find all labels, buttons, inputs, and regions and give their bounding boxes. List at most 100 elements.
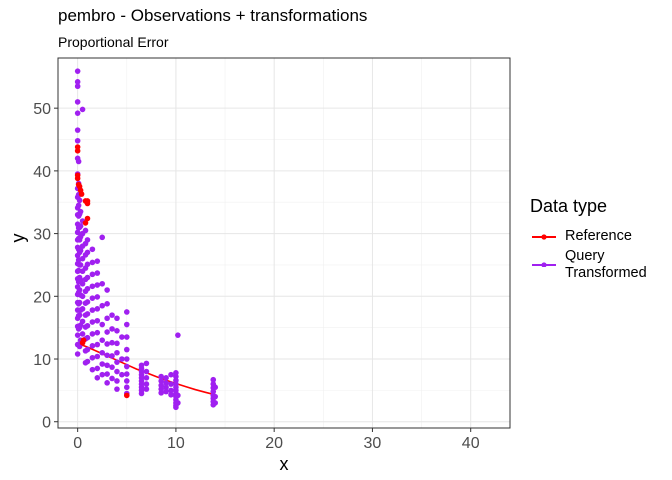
query-transformed-point (94, 294, 101, 300)
query-transformed-point (84, 237, 91, 243)
reference-point (80, 337, 87, 344)
query-transformed-point (74, 68, 81, 74)
query-transformed-point (89, 366, 96, 373)
query-transformed-point (123, 321, 130, 328)
query-transformed-point (75, 158, 82, 165)
query-transformed-point (123, 378, 130, 384)
query-transformed-point (109, 375, 115, 382)
query-transformed-point (84, 274, 91, 281)
query-transformed-point (82, 227, 89, 234)
query-transformed-point (76, 312, 83, 318)
data-points (74, 68, 219, 411)
query-transformed-point (104, 371, 110, 377)
reference-point (84, 215, 91, 222)
x-tick-label: 20 (265, 435, 283, 452)
query-transformed-point (104, 352, 110, 359)
y-tick-label: 20 (33, 289, 51, 306)
y-tick-label: 30 (33, 227, 51, 244)
query-transformed-point (94, 353, 101, 360)
query-transformed-point (163, 388, 169, 395)
query-transformed-point (175, 392, 181, 399)
query-transformed-point (138, 390, 145, 397)
query-transformed-point (76, 343, 83, 350)
axes: 0 10 20 30 40 0 10 20 30 40 50 (33, 57, 511, 452)
query-transformed-point (79, 318, 86, 325)
query-transformed-point (99, 234, 106, 241)
query-transformed-point (76, 299, 83, 306)
legend-item-reference: Reference (530, 227, 670, 247)
query-transformed-point (89, 271, 96, 278)
query-transformed-point (84, 299, 91, 305)
query-transformed-point (109, 353, 115, 359)
query-transformed-point (104, 301, 110, 307)
query-transformed-point (123, 356, 130, 362)
query-transformed-point (104, 362, 110, 369)
query-transformed-point (79, 280, 86, 287)
query-transformed-point (84, 311, 91, 317)
query-transformed-point (119, 334, 125, 340)
query-transformed-point (109, 339, 115, 346)
query-transformed-point (89, 331, 96, 337)
query-transformed-point (114, 327, 120, 334)
query-transformed-point (89, 354, 96, 361)
reference-point (123, 392, 130, 399)
query-transformed-point (74, 127, 81, 133)
query-transformed-point (84, 322, 91, 329)
reference-point (74, 148, 81, 154)
y-tick-label: 0 (42, 415, 51, 432)
query-transformed-point (109, 312, 115, 318)
query-transformed-point (143, 381, 150, 387)
query-transformed-point (94, 375, 101, 381)
query-transformed-point (89, 283, 96, 290)
reference-point (74, 175, 81, 182)
legend-key-query-transformed (532, 262, 556, 267)
query-transformed-point (175, 400, 181, 406)
query-transformed-point (212, 384, 219, 391)
query-transformed-point (114, 315, 120, 322)
query-transformed-point (163, 375, 169, 381)
query-transformed-point (94, 365, 101, 372)
query-transformed-point (74, 83, 81, 90)
query-transformed-point (123, 363, 130, 370)
query-transformed-point (89, 246, 96, 253)
query-transformed-point (212, 393, 219, 400)
query-transformed-point (77, 262, 84, 268)
query-transformed-point (79, 293, 86, 300)
query-transformed-point (84, 249, 91, 256)
legend-label-reference: Reference (565, 228, 632, 244)
query-transformed-point (168, 371, 174, 378)
query-transformed-point (104, 380, 110, 386)
x-axis-label: x (280, 454, 289, 474)
reference-point (84, 198, 91, 204)
query-transformed-point (123, 309, 130, 315)
legend-key-reference (532, 234, 556, 240)
query-transformed-point (173, 404, 179, 411)
query-transformed-point (158, 373, 164, 380)
query-transformed-point (143, 375, 150, 381)
query-transformed-point (123, 384, 130, 391)
query-transformed-point (74, 229, 81, 236)
query-transformed-point (77, 223, 84, 229)
query-transformed-point (77, 208, 84, 215)
query-transformed-point (158, 390, 164, 396)
query-transformed-point (104, 329, 110, 335)
query-transformed-point (123, 334, 130, 340)
query-transformed-point (79, 306, 86, 312)
query-transformed-point (163, 380, 169, 386)
query-transformed-point (119, 356, 125, 362)
query-transformed-point (163, 384, 169, 391)
query-transformed-point (74, 99, 81, 105)
query-transformed-point (109, 364, 115, 370)
query-transformed-point (84, 346, 91, 353)
chart-title: pembro - Observations + transformations (58, 6, 368, 25)
query-transformed-point (94, 329, 101, 336)
legend-title: Data type (530, 196, 608, 216)
query-transformed-point (143, 360, 150, 367)
query-transformed-point (114, 359, 120, 365)
query-transformed-point (79, 255, 86, 262)
query-transformed-point (114, 378, 120, 384)
query-transformed-point (99, 302, 106, 309)
query-transformed-point (94, 282, 101, 288)
x-tick-label: 10 (167, 435, 185, 452)
